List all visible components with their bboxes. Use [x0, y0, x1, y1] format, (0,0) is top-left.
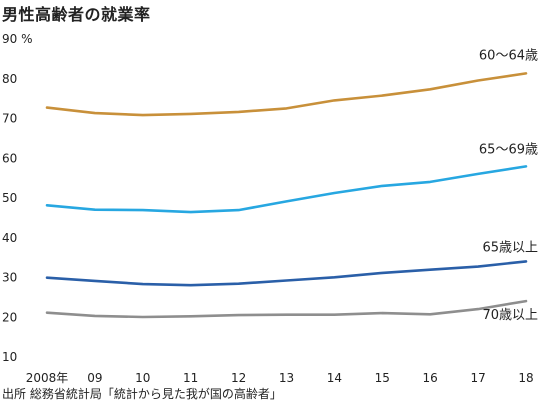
chart-title: 男性高齢者の就業率: [2, 5, 151, 24]
y-axis-ticks: 10 20 30 40 50 60 70 80 90 %: [2, 32, 33, 364]
series-line-1: [45, 72, 528, 117]
series-line-4: [45, 299, 528, 319]
y-tick-label: 60: [2, 151, 17, 165]
x-tick-label: 17: [470, 371, 485, 385]
chart-source: 出所 総務省統計局「統計から見た我が国の高齢者」: [2, 387, 282, 401]
series-label-4: 70歳以上: [482, 308, 538, 323]
y-tick-label: 20: [2, 310, 17, 324]
x-tick-label: 14: [327, 371, 342, 385]
series-line-3: [45, 260, 528, 287]
series-label-3: 65歳以上: [482, 240, 538, 255]
x-tick-label: 15: [375, 371, 390, 385]
y-tick-label: 90 %: [2, 32, 33, 46]
x-tick-label: 10: [135, 371, 150, 385]
series-label-1: 60〜64歳: [479, 48, 538, 63]
series-line-2: [45, 165, 528, 214]
x-tick-label: 2008年: [26, 371, 69, 385]
x-tick-label: 09: [87, 371, 102, 385]
series-label-2: 65〜69歳: [479, 142, 538, 157]
x-tick-label: 11: [183, 371, 198, 385]
y-tick-label: 30: [2, 271, 17, 285]
x-tick-label: 13: [279, 371, 294, 385]
y-tick-label: 40: [2, 231, 17, 245]
series-lines: [45, 72, 528, 319]
y-tick-label: 80: [2, 72, 17, 86]
x-tick-label: 16: [423, 371, 438, 385]
series-labels: 60〜64歳 65〜69歳 65歳以上 70歳以上: [479, 48, 538, 323]
y-tick-label: 50: [2, 191, 17, 205]
x-tick-label: 12: [231, 371, 246, 385]
y-tick-label: 70: [2, 112, 17, 126]
y-tick-label: 10: [2, 350, 17, 364]
x-tick-label: 18: [518, 371, 533, 385]
x-axis-ticks: 2008年 09 10 11 12 13 14 15 16 17 18: [26, 371, 534, 385]
